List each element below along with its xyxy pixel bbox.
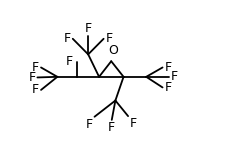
Text: F: F — [66, 55, 73, 68]
Text: F: F — [106, 32, 113, 45]
Text: F: F — [86, 118, 93, 131]
Text: F: F — [171, 70, 178, 83]
Text: F: F — [130, 117, 137, 130]
Text: F: F — [32, 83, 39, 96]
Text: F: F — [164, 81, 172, 94]
Text: F: F — [64, 32, 71, 45]
Text: F: F — [29, 71, 36, 84]
Text: F: F — [32, 61, 39, 74]
Text: F: F — [108, 121, 115, 134]
Text: F: F — [164, 61, 172, 74]
Text: F: F — [85, 22, 92, 35]
Text: O: O — [108, 45, 118, 58]
